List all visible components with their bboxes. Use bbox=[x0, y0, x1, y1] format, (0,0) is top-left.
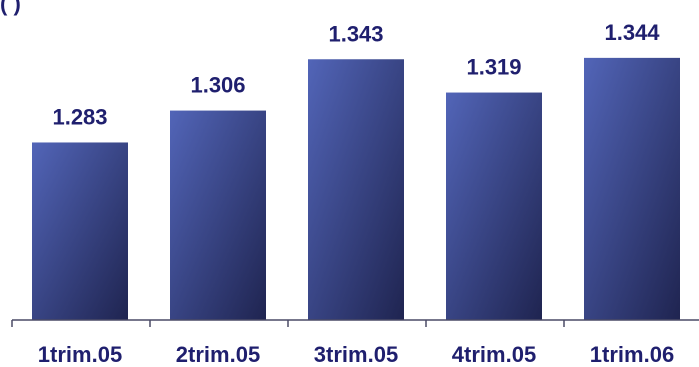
value-label-2trim.05: 1.306 bbox=[190, 73, 245, 98]
category-label-1trim.05: 1trim.05 bbox=[38, 342, 122, 367]
category-label-3trim.05: 3trim.05 bbox=[314, 342, 398, 367]
x-axis bbox=[11, 319, 699, 327]
value-label-3trim.05: 1.343 bbox=[328, 21, 383, 46]
value-label-4trim.05: 1.319 bbox=[466, 55, 521, 80]
bar-3trim.05 bbox=[308, 59, 404, 320]
value-label-1trim.06: 1.344 bbox=[604, 20, 660, 45]
bar-2trim.05 bbox=[170, 110, 266, 320]
bar-1trim.05 bbox=[32, 142, 128, 320]
bar-4trim.05 bbox=[446, 92, 542, 320]
value-label-1trim.05: 1.283 bbox=[52, 104, 107, 129]
bar-1trim.06 bbox=[584, 57, 680, 320]
bars-group bbox=[32, 57, 680, 320]
truncated-top-label: ( ) bbox=[0, 0, 21, 16]
category-label-2trim.05: 2trim.05 bbox=[176, 342, 260, 367]
value-labels-group: 1.283 1.306 1.343 1.319 1.344 bbox=[52, 20, 660, 130]
category-labels-group: 1trim.05 2trim.05 3trim.05 4trim.05 1trim.06 bbox=[38, 342, 674, 367]
category-label-4trim.05: 4trim.05 bbox=[452, 342, 536, 367]
category-label-1trim.06: 1trim.06 bbox=[590, 342, 674, 367]
